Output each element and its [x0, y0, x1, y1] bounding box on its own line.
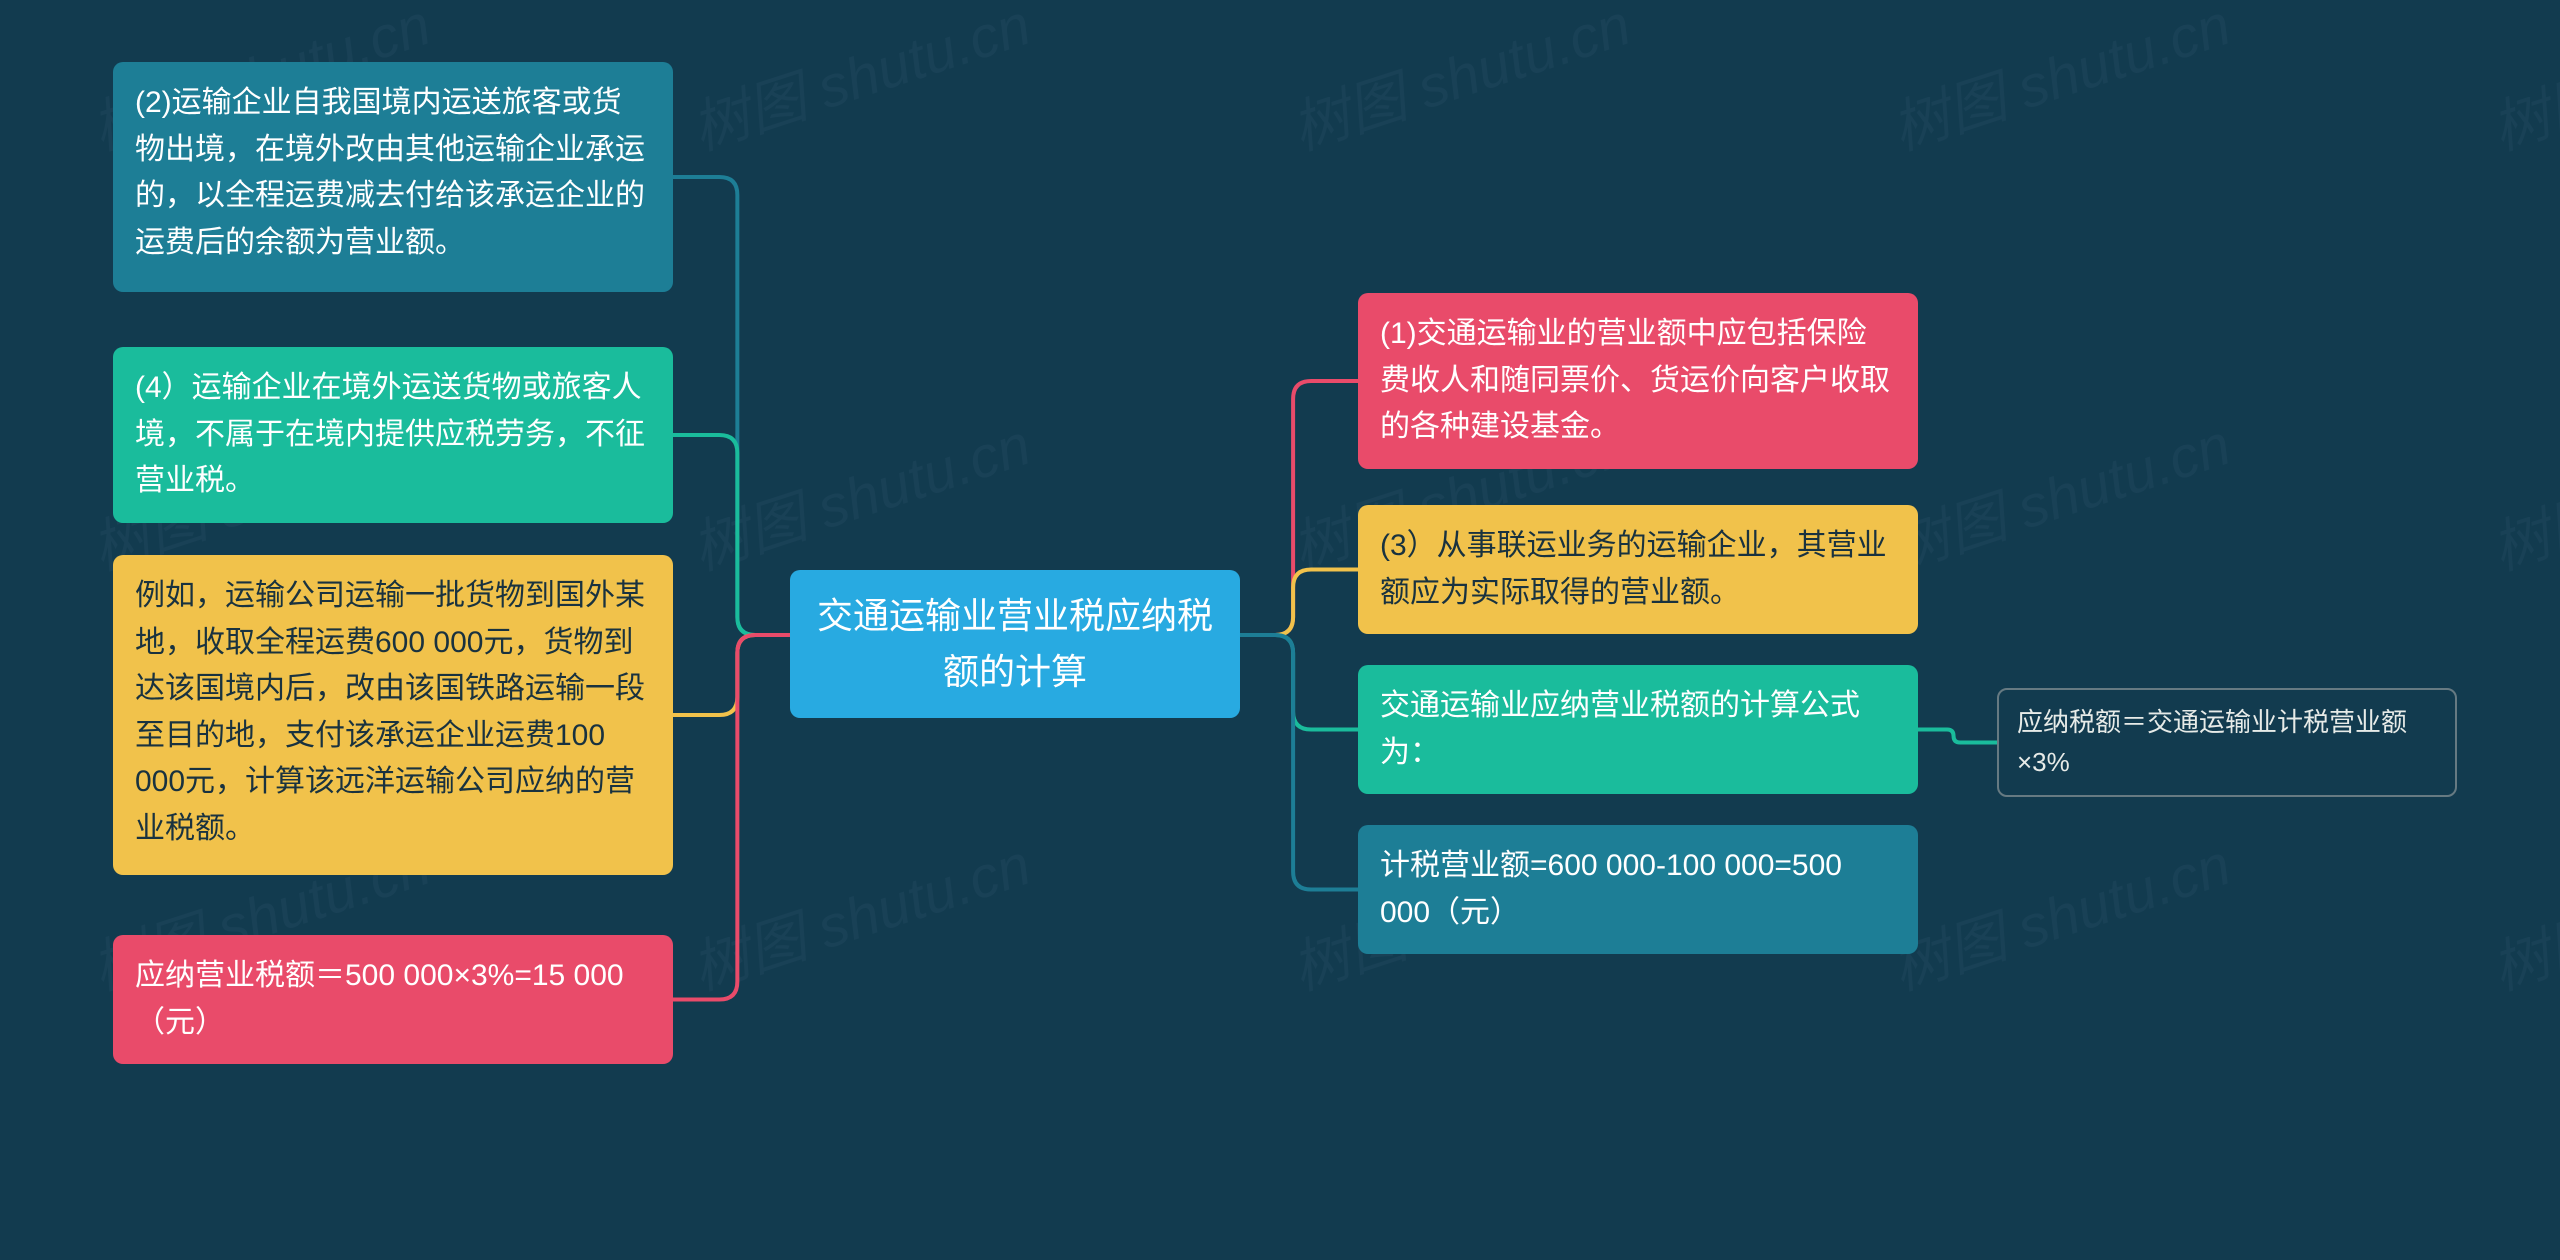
svg-text:树图 shutu.cn: 树图 shutu.cn [684, 412, 1038, 582]
node-text: 应纳税额＝交通运输业计税营业额×3% [2017, 707, 2407, 777]
mindmap-node-R3: 交通运输业应纳营业税额的计算公式为： [1358, 665, 1918, 794]
mindmap-node-LEAF1: 应纳税额＝交通运输业计税营业额×3% [1997, 688, 2457, 797]
mindmap-node-R1: (1)交通运输业的营业额中应包括保险费收人和随同票价、货运价向客户收取的各种建设… [1358, 293, 1918, 469]
node-text: (1)交通运输业的营业额中应包括保险费收人和随同票价、货运价向客户收取的各种建设… [1380, 317, 1890, 443]
mindmap-node-L1: (2)运输企业自我国境内运送旅客或货物出境，在境外改由其他运输企业承运的，以全程… [113, 62, 673, 292]
edge-L3 [673, 635, 790, 715]
svg-text:树图 shutu.cn: 树图 shutu.cn [1284, 0, 1638, 162]
svg-text:树图 shutu.cn: 树图 shutu.cn [1284, 1252, 1638, 1260]
mindmap-node-center: 交通运输业营业税应纳税额的计算 [790, 570, 1240, 718]
mindmap-node-R4: 计税营业额=600 000-100 000=500 000（元） [1358, 825, 1918, 954]
svg-text:树图 shutu.cn: 树图 shutu.cn [1884, 0, 2238, 162]
svg-text:树图 shutu.cn: 树图 shutu.cn [684, 0, 1038, 162]
edge-LEAF1 [1918, 730, 1997, 743]
edge-L2 [673, 435, 790, 635]
edge-R4 [1240, 635, 1358, 890]
svg-text:树图 shutu.cn: 树图 shutu.cn [1884, 1252, 2238, 1260]
node-text: 交通运输业应纳营业税额的计算公式为： [1380, 689, 1860, 769]
mindmap-node-L3: 例如，运输公司运输一批货物到国外某地，收取全程运费600 000元，货物到达该国… [113, 555, 673, 875]
svg-text:树图 shutu.cn: 树图 shutu.cn [84, 1252, 438, 1260]
node-text: (3）从事联运业务的运输企业，其营业额应为实际取得的营业额。 [1380, 529, 1887, 609]
svg-text:树图 shutu.cn: 树图 shutu.cn [2484, 412, 2560, 582]
edge-R1 [1240, 381, 1358, 635]
node-text: (4）运输企业在境外运送货物或旅客人境，不属于在境内提供应税劳务，不征营业税。 [135, 371, 645, 497]
svg-text:树图 shutu.cn: 树图 shutu.cn [1884, 412, 2238, 582]
svg-text:树图 shutu.cn: 树图 shutu.cn [684, 832, 1038, 1002]
node-text: 应纳营业税额＝500 000×3%=15 000（元） [135, 959, 624, 1039]
edge-L4 [673, 635, 790, 1000]
node-text: 例如，运输公司运输一批货物到国外某地，收取全程运费600 000元，货物到达该国… [135, 579, 645, 845]
node-text: 计税营业额=600 000-100 000=500 000（元） [1380, 849, 1842, 929]
node-text: (2)运输企业自我国境内运送旅客或货物出境，在境外改由其他运输企业承运的，以全程… [135, 86, 645, 259]
svg-text:树图 shutu.cn: 树图 shutu.cn [684, 1252, 1038, 1260]
svg-text:树图 shutu.cn: 树图 shutu.cn [1884, 832, 2238, 1002]
mindmap-node-L4: 应纳营业税额＝500 000×3%=15 000（元） [113, 935, 673, 1064]
node-text: 交通运输业营业税应纳税额的计算 [812, 588, 1218, 700]
edge-L1 [673, 177, 790, 635]
svg-text:树图 shutu.cn: 树图 shutu.cn [2484, 832, 2560, 1002]
edge-R3 [1240, 635, 1358, 730]
edge-R2 [1240, 570, 1358, 636]
mindmap-node-R2: (3）从事联运业务的运输企业，其营业额应为实际取得的营业额。 [1358, 505, 1918, 634]
svg-text:树图 shutu.cn: 树图 shutu.cn [2484, 1252, 2560, 1260]
mindmap-node-L2: (4）运输企业在境外运送货物或旅客人境，不属于在境内提供应税劳务，不征营业税。 [113, 347, 673, 523]
svg-text:树图 shutu.cn: 树图 shutu.cn [2484, 0, 2560, 162]
